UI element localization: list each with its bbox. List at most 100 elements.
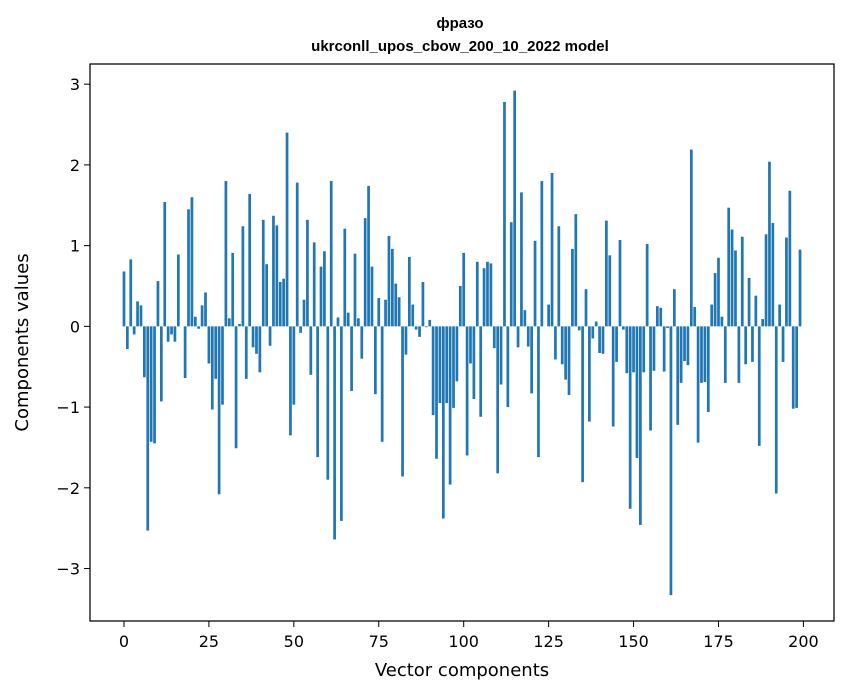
bar xyxy=(122,271,126,327)
bar xyxy=(278,281,282,327)
bar xyxy=(146,326,150,531)
bar xyxy=(744,326,748,365)
bar xyxy=(336,317,340,327)
bar xyxy=(523,310,527,327)
bar xyxy=(723,326,727,383)
bar xyxy=(316,326,319,458)
x-tick-label: 50 xyxy=(284,632,304,651)
bar xyxy=(584,289,588,327)
x-tick-label: 100 xyxy=(448,632,479,651)
bar xyxy=(727,207,731,327)
bar xyxy=(401,326,404,477)
bar xyxy=(312,242,316,327)
bar xyxy=(265,264,269,327)
bar xyxy=(153,326,156,444)
bar xyxy=(319,266,323,327)
x-tick-label: 25 xyxy=(199,632,219,651)
bar xyxy=(598,326,601,353)
bar xyxy=(333,326,336,540)
bar xyxy=(224,181,228,327)
bar xyxy=(689,149,693,327)
bar xyxy=(513,90,517,327)
bar xyxy=(486,261,489,327)
bar xyxy=(639,326,642,525)
bar xyxy=(136,301,139,327)
bar xyxy=(791,326,795,409)
bar xyxy=(635,326,639,458)
bar xyxy=(754,295,758,327)
bar xyxy=(581,326,584,483)
bar xyxy=(469,326,472,364)
bar xyxy=(275,225,279,327)
bar xyxy=(445,326,449,404)
bar xyxy=(258,326,262,373)
bar xyxy=(458,285,462,327)
bar xyxy=(720,316,724,327)
bar xyxy=(272,215,275,327)
bar xyxy=(221,326,224,405)
y-tick-label: 3 xyxy=(70,75,80,94)
bar xyxy=(414,326,418,330)
bar xyxy=(679,326,683,383)
bar xyxy=(350,326,353,391)
bar xyxy=(686,326,690,366)
chart-subtitle: ukrconll_upos_cbow_200_10_2022 model xyxy=(311,38,609,55)
bar xyxy=(309,326,313,375)
bar xyxy=(700,326,703,383)
bar xyxy=(567,326,571,395)
bar xyxy=(343,228,347,327)
bar xyxy=(197,326,201,329)
bar xyxy=(391,248,394,327)
bar xyxy=(503,101,506,327)
bar xyxy=(374,326,377,395)
bar xyxy=(156,281,160,327)
bar xyxy=(302,299,306,327)
y-tick-label: −2 xyxy=(56,479,80,498)
bar xyxy=(520,192,523,327)
bar xyxy=(227,318,231,327)
bar xyxy=(428,319,432,327)
bar xyxy=(560,326,564,365)
bar xyxy=(622,326,625,330)
x-tick-label: 175 xyxy=(703,632,734,651)
bar xyxy=(329,181,333,327)
bar xyxy=(540,181,544,327)
bar xyxy=(323,251,326,327)
bar xyxy=(611,326,615,427)
bar xyxy=(492,326,496,349)
bar xyxy=(363,218,367,327)
bar xyxy=(238,323,241,327)
bar xyxy=(176,254,180,327)
bar xyxy=(132,326,136,335)
bar xyxy=(774,326,778,494)
bar xyxy=(241,226,245,327)
bar xyxy=(632,326,635,373)
bar xyxy=(577,326,581,331)
bar xyxy=(431,326,435,416)
bar xyxy=(285,132,289,327)
bar xyxy=(248,193,252,327)
bar xyxy=(217,326,221,495)
bar xyxy=(377,298,381,327)
bar xyxy=(730,229,734,327)
x-tick-label: 0 xyxy=(119,632,129,651)
bar xyxy=(662,326,666,372)
bar xyxy=(370,266,374,327)
bar xyxy=(778,304,781,327)
bar xyxy=(591,326,595,339)
bar xyxy=(781,326,785,362)
bar xyxy=(785,237,788,327)
bar xyxy=(472,326,476,400)
bar xyxy=(465,326,469,456)
bar xyxy=(448,326,452,485)
bar xyxy=(435,326,438,459)
bar xyxy=(295,182,299,327)
bar xyxy=(441,326,445,519)
bar xyxy=(190,197,194,327)
bar xyxy=(740,236,744,327)
bar xyxy=(210,326,214,410)
bar xyxy=(387,235,391,327)
bar xyxy=(734,250,737,327)
bar xyxy=(411,304,415,327)
bar xyxy=(367,185,370,327)
